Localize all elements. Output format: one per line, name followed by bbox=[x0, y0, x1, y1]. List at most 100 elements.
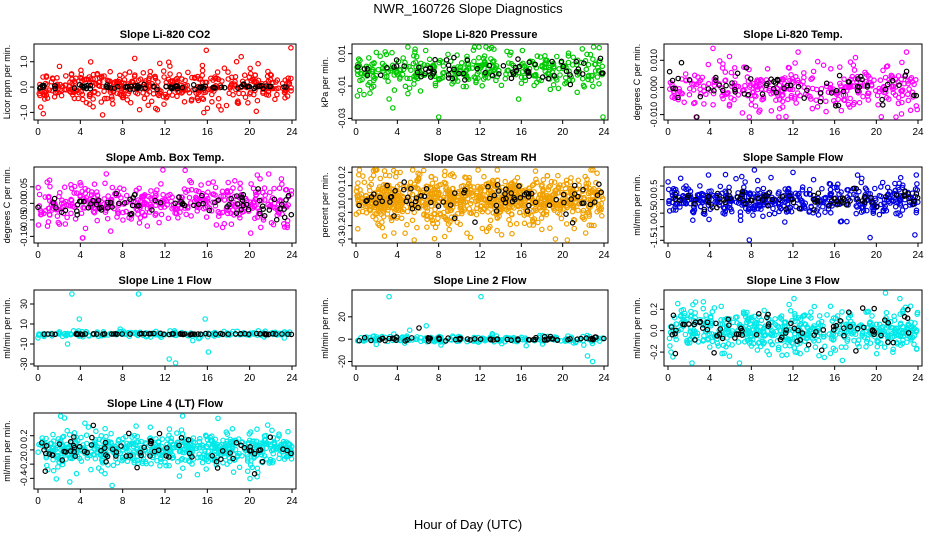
data-point bbox=[354, 93, 361, 99]
data-point bbox=[874, 337, 881, 344]
data-point bbox=[810, 338, 817, 344]
data-point bbox=[409, 167, 416, 173]
data-point bbox=[532, 199, 539, 206]
data-point bbox=[46, 87, 53, 93]
data-point bbox=[125, 91, 132, 97]
data-point bbox=[682, 198, 688, 205]
data-point bbox=[885, 96, 892, 102]
y-tick-label: 0.0 bbox=[337, 193, 347, 206]
plot-frame bbox=[351, 289, 609, 367]
data-point bbox=[890, 339, 897, 346]
data-point bbox=[546, 199, 552, 206]
data-point bbox=[765, 323, 772, 330]
y-tick-label: 1.0 bbox=[19, 55, 29, 68]
data-point bbox=[704, 336, 711, 343]
data-point bbox=[592, 334, 599, 340]
data-point bbox=[598, 189, 605, 196]
data-point bbox=[158, 181, 164, 187]
data-point bbox=[487, 68, 494, 75]
data-point bbox=[562, 75, 569, 81]
data-point bbox=[445, 51, 451, 58]
data-point bbox=[722, 77, 728, 84]
data-point bbox=[69, 291, 75, 297]
data-point bbox=[827, 350, 834, 357]
data-point bbox=[688, 312, 695, 319]
data-point bbox=[768, 76, 775, 83]
data-point bbox=[854, 325, 861, 332]
data-point bbox=[862, 199, 868, 205]
data-point bbox=[548, 178, 555, 185]
data-point bbox=[107, 228, 114, 234]
data-point bbox=[668, 349, 674, 355]
data-point bbox=[719, 350, 725, 357]
data-point bbox=[570, 54, 577, 61]
data-point bbox=[574, 336, 581, 343]
data-point bbox=[364, 72, 371, 79]
data-point bbox=[589, 189, 596, 195]
data-point bbox=[666, 86, 673, 92]
panel-title: Slope Sample Flow bbox=[743, 152, 844, 164]
data-point bbox=[212, 192, 218, 198]
data-point bbox=[770, 205, 776, 212]
data-point bbox=[257, 210, 263, 217]
x-tick-label: 16 bbox=[829, 250, 841, 261]
data-point bbox=[43, 74, 50, 80]
data-point bbox=[899, 207, 906, 213]
data-point bbox=[713, 320, 719, 327]
y-tick-label: 0.000 bbox=[649, 76, 659, 99]
data-point bbox=[881, 206, 888, 212]
data-point bbox=[466, 174, 473, 181]
data-point bbox=[586, 188, 593, 195]
data-point bbox=[508, 49, 514, 56]
data-point bbox=[507, 52, 513, 58]
data-point bbox=[520, 189, 527, 196]
data-point bbox=[734, 70, 741, 77]
data-point bbox=[412, 49, 418, 55]
data-point bbox=[776, 196, 783, 203]
data-point bbox=[689, 208, 696, 215]
data-point bbox=[368, 194, 375, 200]
data-point bbox=[239, 197, 246, 204]
data-point bbox=[814, 58, 821, 65]
data-point bbox=[728, 69, 735, 76]
data-point bbox=[901, 313, 908, 320]
x-tick-label: 0 bbox=[665, 373, 671, 384]
data-point bbox=[838, 344, 845, 350]
data-point bbox=[408, 335, 415, 341]
data-point bbox=[851, 337, 857, 344]
y-axis-label: ml/min per min. bbox=[320, 297, 330, 359]
x-tick-label: 16 bbox=[516, 250, 528, 261]
data-point bbox=[827, 210, 834, 216]
data-point bbox=[120, 94, 127, 101]
data-point bbox=[101, 196, 108, 202]
data-point bbox=[161, 331, 167, 338]
data-point bbox=[390, 230, 397, 236]
data-point bbox=[815, 190, 822, 197]
data-point bbox=[35, 184, 42, 191]
data-point bbox=[667, 343, 673, 349]
data-point bbox=[680, 185, 687, 191]
data-point bbox=[71, 190, 78, 196]
data-point bbox=[373, 167, 380, 173]
y-tick-label: -0.05 bbox=[19, 210, 29, 231]
data-point bbox=[789, 336, 796, 342]
data-point bbox=[237, 180, 244, 187]
data-point bbox=[135, 197, 142, 203]
data-point bbox=[778, 205, 784, 212]
data-point bbox=[684, 340, 691, 346]
data-point bbox=[42, 194, 49, 200]
data-point bbox=[165, 215, 172, 222]
data-point bbox=[141, 81, 147, 88]
y-tick-label: -0.10 bbox=[19, 226, 29, 247]
data-point bbox=[898, 88, 904, 94]
chart-panel-5: Slope Gas Stream RH0 4 8 12 16 20 24-0.3-0.2-0… bbox=[320, 152, 610, 261]
data-point bbox=[282, 187, 289, 193]
data-point bbox=[205, 180, 212, 187]
data-point bbox=[899, 99, 905, 106]
data-point bbox=[35, 204, 41, 211]
data-point bbox=[601, 335, 607, 342]
data-point bbox=[690, 328, 696, 335]
x-tick-label: 20 bbox=[871, 373, 883, 384]
data-point bbox=[795, 327, 801, 334]
